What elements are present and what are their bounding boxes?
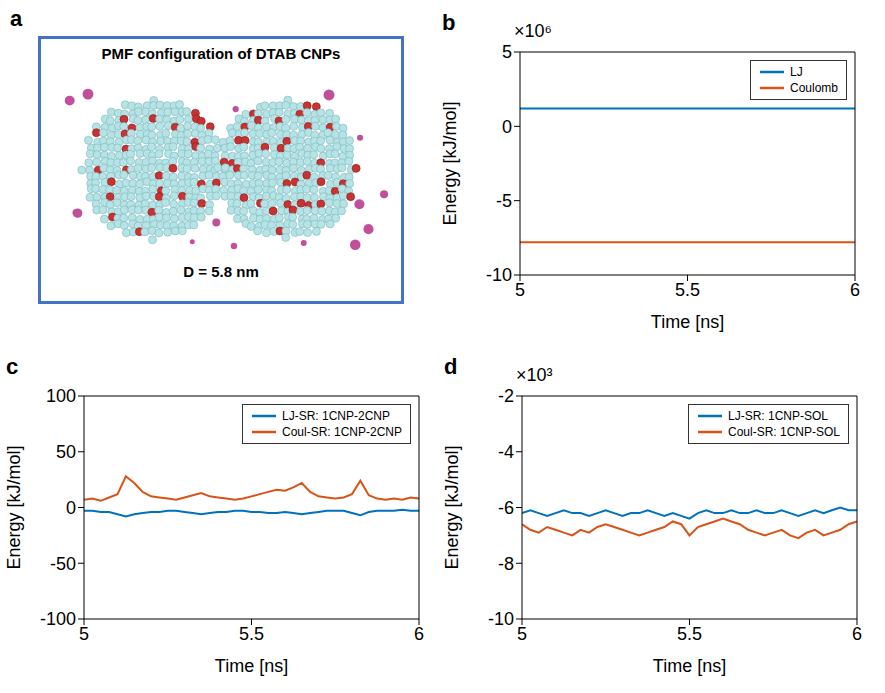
svg-text:5: 5	[79, 624, 89, 644]
html-text:LJ-SR: 1CNP-2CNP: LJ-SR: 1CNP-2CNP	[282, 409, 390, 423]
svg-text:Time [ns]: Time [ns]	[653, 656, 726, 676]
svg-text:6: 6	[414, 624, 424, 644]
html-text:PMF configuration of DTAB CNPs: PMF configuration of DTAB CNPs	[101, 45, 341, 62]
html-text:Coul-SR: 1CNP-2CNP: Coul-SR: 1CNP-2CNP	[282, 425, 402, 439]
svg-text:5.5: 5.5	[239, 624, 264, 644]
svg-text:-10: -10	[488, 609, 514, 629]
svg-text:6: 6	[850, 280, 860, 300]
svg-text:Time [ns]: Time [ns]	[651, 312, 724, 332]
svg-text:-8: -8	[498, 554, 514, 574]
html-text:×10³: ×10³	[516, 365, 553, 385]
svg-text:-100: -100	[40, 609, 76, 629]
html-text:Coulomb: Coulomb	[790, 81, 838, 95]
svg-text:5: 5	[515, 280, 525, 300]
svg-text:5.5: 5.5	[675, 280, 700, 300]
svg-text:0: 0	[66, 498, 76, 518]
svg-text:Time [ns]: Time [ns]	[215, 656, 288, 676]
html-text:LJ-SR: 1CNP-SOL: LJ-SR: 1CNP-SOL	[728, 409, 828, 423]
html-text:Coul-SR: 1CNP-SOL: Coul-SR: 1CNP-SOL	[728, 425, 840, 439]
svg-text:Energy [kJ/mol]: Energy [kJ/mol]	[440, 101, 460, 225]
svg-text:-10: -10	[486, 265, 512, 285]
html-text:D = 5.8 nm: D = 5.8 nm	[183, 263, 259, 280]
svg-text:100: 100	[46, 386, 76, 406]
html-text:b: b	[442, 10, 456, 35]
svg-text:-5: -5	[496, 191, 512, 211]
html-text:LJ: LJ	[790, 65, 803, 79]
html-text:d: d	[444, 354, 458, 379]
svg-text:-2: -2	[498, 386, 514, 406]
svg-text:5: 5	[502, 42, 512, 62]
html-text:a: a	[10, 6, 23, 31]
svg-text:50: 50	[56, 442, 76, 462]
svg-text:6: 6	[852, 624, 862, 644]
svg-text:Energy [kJ/mol]: Energy [kJ/mol]	[4, 445, 24, 569]
svg-text:5.5: 5.5	[677, 624, 702, 644]
html-text:c: c	[6, 354, 19, 379]
svg-text:Energy [kJ/mol]: Energy [kJ/mol]	[442, 445, 462, 569]
html-text:×10⁶: ×10⁶	[514, 21, 552, 41]
svg-text:-6: -6	[498, 498, 514, 518]
svg-text:-50: -50	[50, 554, 76, 574]
svg-text:0: 0	[502, 117, 512, 137]
svg-text:5: 5	[517, 624, 527, 644]
svg-text:-4: -4	[498, 442, 514, 462]
